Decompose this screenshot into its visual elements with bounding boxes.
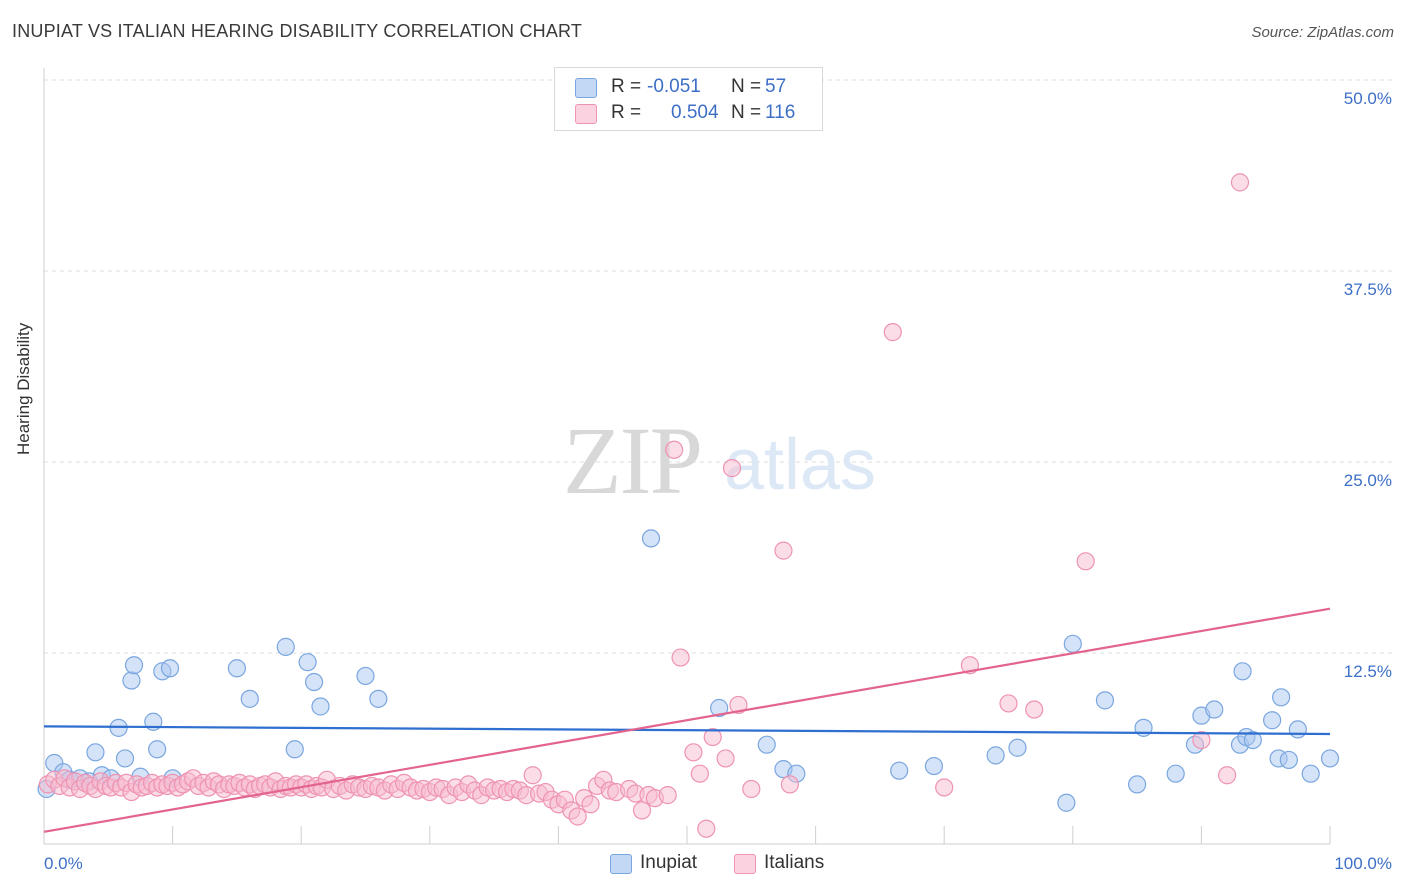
grid-lines bbox=[44, 79, 1392, 654]
inupiat-point bbox=[298, 653, 317, 672]
y-tick-label: 25.0% bbox=[1344, 471, 1392, 490]
inupiat-point bbox=[148, 740, 167, 759]
trend-lines bbox=[43, 607, 1331, 833]
inupiat-point bbox=[160, 659, 180, 678]
bottom-legend-swatch-italians bbox=[734, 854, 756, 874]
inupiat-point bbox=[227, 659, 246, 678]
italians-point bbox=[774, 541, 793, 560]
x-tick-label: 0.0% bbox=[44, 854, 83, 873]
inupiat-point bbox=[86, 743, 105, 762]
inupiat-point bbox=[285, 740, 304, 759]
italians-point bbox=[1230, 173, 1250, 192]
inupiat-points bbox=[37, 529, 1340, 812]
axes bbox=[43, 68, 1331, 845]
watermark-atlas: atlas bbox=[724, 425, 876, 505]
italians-point bbox=[671, 648, 690, 667]
italians-point bbox=[883, 323, 902, 342]
inupiat-point bbox=[641, 529, 661, 548]
tick-labels: 12.5% 25.0% 37.5% 50.0% 0.0% 100.0% bbox=[44, 89, 1392, 873]
inupiat-point bbox=[240, 689, 259, 708]
inupiat-point bbox=[757, 735, 776, 754]
y-tick-label: 37.5% bbox=[1344, 280, 1392, 299]
inupiat-point bbox=[1095, 691, 1115, 710]
inupiat-point bbox=[122, 671, 141, 690]
legend-swatch-italians bbox=[575, 104, 597, 124]
italians-point bbox=[780, 775, 799, 794]
chart-title: INUPIAT VS ITALIAN HEARING DISABILITY CO… bbox=[12, 21, 583, 41]
italians-point bbox=[703, 727, 722, 747]
italians-point bbox=[1025, 700, 1044, 719]
inupiat-point bbox=[1205, 700, 1224, 719]
legend-swatch-inupiat bbox=[575, 78, 597, 98]
inupiat-point bbox=[1263, 711, 1282, 730]
inupiat-point bbox=[124, 656, 144, 675]
inupiat-point bbox=[115, 749, 135, 768]
inupiat-point bbox=[986, 746, 1005, 765]
inupiat-point bbox=[1243, 730, 1262, 750]
bottom-legend-label-inupiat: Inupiat bbox=[640, 852, 698, 873]
legend-n-value-italians: 116 bbox=[765, 102, 796, 123]
italians-point bbox=[523, 766, 542, 785]
inupiat-point bbox=[1008, 738, 1027, 757]
italians-point bbox=[999, 694, 1018, 713]
italians-point bbox=[1192, 730, 1211, 750]
inupiat-point bbox=[369, 689, 388, 708]
inupiat-trend-line bbox=[43, 725, 1331, 736]
watermark-zip: ZIP bbox=[563, 407, 701, 514]
italians-trend-line bbox=[43, 607, 1331, 833]
legend-r-value-inupiat: -0.051 bbox=[647, 76, 701, 97]
y-tick-label: 12.5% bbox=[1344, 662, 1392, 681]
italians-point bbox=[935, 778, 954, 797]
italians-point bbox=[1076, 552, 1095, 571]
inupiat-point bbox=[1166, 764, 1185, 783]
italians-point bbox=[742, 779, 761, 799]
legend-r-label: R = bbox=[611, 102, 642, 123]
italians-point bbox=[716, 749, 735, 768]
source-label: Source: ZipAtlas.com bbox=[1251, 24, 1394, 41]
correlation-legend: R = -0.051 N = 57 R = 0.504 N = 116 bbox=[554, 67, 823, 131]
italians-point bbox=[665, 440, 684, 459]
inupiat-point bbox=[311, 697, 330, 716]
legend-r-value-italians: 0.504 bbox=[671, 102, 719, 123]
italians-point bbox=[690, 764, 709, 783]
inupiat-point bbox=[1320, 749, 1340, 768]
italians-point bbox=[581, 795, 600, 814]
legend-n-label: N = bbox=[731, 102, 762, 123]
inupiat-point bbox=[1301, 764, 1320, 783]
inupiat-point bbox=[1233, 662, 1252, 681]
legend-r-label: R = bbox=[611, 76, 642, 97]
inupiat-point bbox=[1279, 750, 1298, 770]
inupiat-point bbox=[356, 666, 375, 686]
watermark: ZIP atlas bbox=[563, 407, 876, 514]
y-tick-label: 50.0% bbox=[1344, 89, 1392, 108]
inupiat-point bbox=[1288, 720, 1307, 739]
inupiat-point bbox=[710, 698, 729, 718]
y-axis-label: Hearing Disability bbox=[14, 322, 33, 455]
italians-point bbox=[729, 695, 748, 715]
legend-n-label: N = bbox=[731, 76, 762, 97]
inupiat-point bbox=[276, 637, 295, 656]
x-tick-label: 100.0% bbox=[1334, 854, 1392, 873]
inupiat-point bbox=[1272, 688, 1291, 707]
italians-point bbox=[722, 459, 742, 478]
bottom-legend-swatch-inupiat bbox=[610, 854, 632, 874]
inupiat-point bbox=[924, 756, 944, 776]
bottom-legend-label-italians: Italians bbox=[764, 852, 825, 873]
italians-point bbox=[697, 819, 716, 838]
italians-point bbox=[1218, 766, 1237, 785]
legend-n-value-inupiat: 57 bbox=[765, 76, 787, 97]
italians-point bbox=[658, 786, 677, 805]
inupiat-point bbox=[1063, 634, 1082, 653]
inupiat-point bbox=[890, 761, 909, 780]
inupiat-point bbox=[304, 672, 324, 692]
inupiat-point bbox=[1127, 775, 1147, 794]
inupiat-point bbox=[1057, 793, 1076, 812]
italians-point bbox=[632, 801, 652, 820]
italians-point bbox=[684, 743, 703, 762]
italians-point bbox=[568, 807, 587, 826]
